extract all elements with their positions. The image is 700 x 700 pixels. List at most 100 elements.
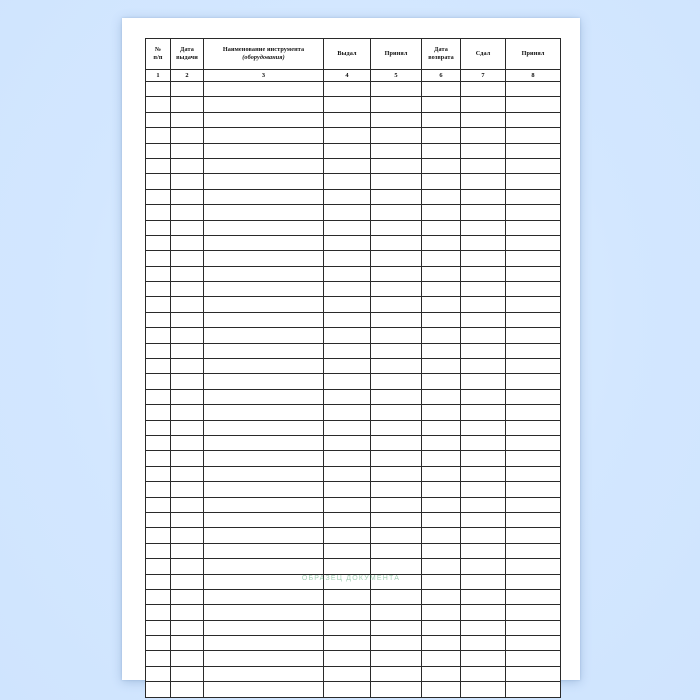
table-cell[interactable] xyxy=(505,604,561,621)
table-cell[interactable] xyxy=(460,681,506,698)
table-cell[interactable] xyxy=(421,681,461,698)
table-cell[interactable] xyxy=(323,465,371,483)
table-cell[interactable] xyxy=(460,296,506,313)
table-cell[interactable] xyxy=(203,496,324,513)
table-cell[interactable] xyxy=(323,650,371,667)
table-row[interactable] xyxy=(145,111,561,129)
table-row[interactable] xyxy=(145,604,561,621)
table-cell[interactable] xyxy=(145,465,171,483)
table-row[interactable] xyxy=(145,681,561,698)
table-cell[interactable] xyxy=(370,142,422,159)
table-cell[interactable] xyxy=(323,111,371,129)
table-cell[interactable] xyxy=(421,80,461,98)
table-cell[interactable] xyxy=(170,234,204,252)
table-cell[interactable] xyxy=(421,465,461,483)
table-cell[interactable] xyxy=(323,434,371,452)
table-row[interactable] xyxy=(145,219,561,236)
table-cell[interactable] xyxy=(370,434,422,452)
table-cell[interactable] xyxy=(323,173,371,190)
table-cell[interactable] xyxy=(421,588,461,606)
table-cell[interactable] xyxy=(145,665,171,683)
table-cell[interactable] xyxy=(203,388,324,406)
table-cell[interactable] xyxy=(421,96,461,113)
table-cell[interactable] xyxy=(170,573,204,590)
table-row[interactable] xyxy=(145,588,561,606)
table-cell[interactable] xyxy=(505,111,561,129)
table-cell[interactable] xyxy=(505,419,561,436)
table-cell[interactable] xyxy=(460,188,506,206)
table-cell[interactable] xyxy=(370,650,422,667)
table-cell[interactable] xyxy=(370,450,422,467)
table-cell[interactable] xyxy=(505,373,561,390)
table-cell[interactable] xyxy=(323,588,371,606)
table-cell[interactable] xyxy=(421,542,461,560)
table-cell[interactable] xyxy=(145,373,171,390)
table-cell[interactable] xyxy=(370,604,422,621)
table-cell[interactable] xyxy=(460,481,506,498)
table-row[interactable] xyxy=(145,511,561,529)
table-cell[interactable] xyxy=(505,635,561,652)
table-cell[interactable] xyxy=(505,96,561,113)
table-cell[interactable] xyxy=(460,327,506,344)
table-cell[interactable] xyxy=(170,127,204,144)
table-cell[interactable] xyxy=(323,558,371,575)
table-cell[interactable] xyxy=(421,173,461,190)
table-cell[interactable] xyxy=(203,588,324,606)
table-cell[interactable] xyxy=(323,234,371,252)
table-cell[interactable] xyxy=(460,650,506,667)
table-cell[interactable] xyxy=(170,619,204,637)
table-cell[interactable] xyxy=(421,373,461,390)
table-cell[interactable] xyxy=(145,250,171,267)
table-cell[interactable] xyxy=(145,142,171,159)
table-cell[interactable] xyxy=(145,157,171,175)
table-cell[interactable] xyxy=(145,588,171,606)
table-cell[interactable] xyxy=(460,281,506,298)
table-cell[interactable] xyxy=(505,465,561,483)
table-cell[interactable] xyxy=(505,342,561,360)
table-cell[interactable] xyxy=(323,327,371,344)
table-cell[interactable] xyxy=(170,404,204,421)
table-row[interactable] xyxy=(145,496,561,513)
table-cell[interactable] xyxy=(203,96,324,113)
table-row[interactable] xyxy=(145,96,561,113)
table-cell[interactable] xyxy=(505,204,561,221)
table-cell[interactable] xyxy=(421,157,461,175)
table-cell[interactable] xyxy=(145,619,171,637)
table-cell[interactable] xyxy=(460,465,506,483)
table-cell[interactable] xyxy=(145,342,171,360)
table-cell[interactable] xyxy=(421,265,461,283)
table-cell[interactable] xyxy=(170,558,204,575)
table-cell[interactable] xyxy=(505,404,561,421)
table-row[interactable] xyxy=(145,635,561,652)
table-cell[interactable] xyxy=(421,311,461,329)
table-cell[interactable] xyxy=(421,450,461,467)
table-cell[interactable] xyxy=(203,450,324,467)
table-cell[interactable] xyxy=(323,404,371,421)
table-cell[interactable] xyxy=(505,450,561,467)
table-cell[interactable] xyxy=(145,404,171,421)
table-cell[interactable] xyxy=(203,358,324,375)
table-cell[interactable] xyxy=(170,388,204,406)
table-cell[interactable] xyxy=(323,619,371,637)
table-cell[interactable] xyxy=(370,665,422,683)
table-cell[interactable] xyxy=(370,342,422,360)
table-cell[interactable] xyxy=(203,681,324,698)
table-row[interactable] xyxy=(145,296,561,313)
table-cell[interactable] xyxy=(460,419,506,436)
table-cell[interactable] xyxy=(370,419,422,436)
table-cell[interactable] xyxy=(145,681,171,698)
table-cell[interactable] xyxy=(421,573,461,590)
table-row[interactable] xyxy=(145,188,561,206)
table-cell[interactable] xyxy=(145,80,171,98)
table-cell[interactable] xyxy=(505,188,561,206)
table-cell[interactable] xyxy=(145,419,171,436)
table-cell[interactable] xyxy=(421,281,461,298)
table-row[interactable] xyxy=(145,434,561,452)
table-cell[interactable] xyxy=(203,635,324,652)
table-row[interactable] xyxy=(145,619,561,637)
table-cell[interactable] xyxy=(145,204,171,221)
table-cell[interactable] xyxy=(323,96,371,113)
table-cell[interactable] xyxy=(323,265,371,283)
table-cell[interactable] xyxy=(370,188,422,206)
table-cell[interactable] xyxy=(370,250,422,267)
